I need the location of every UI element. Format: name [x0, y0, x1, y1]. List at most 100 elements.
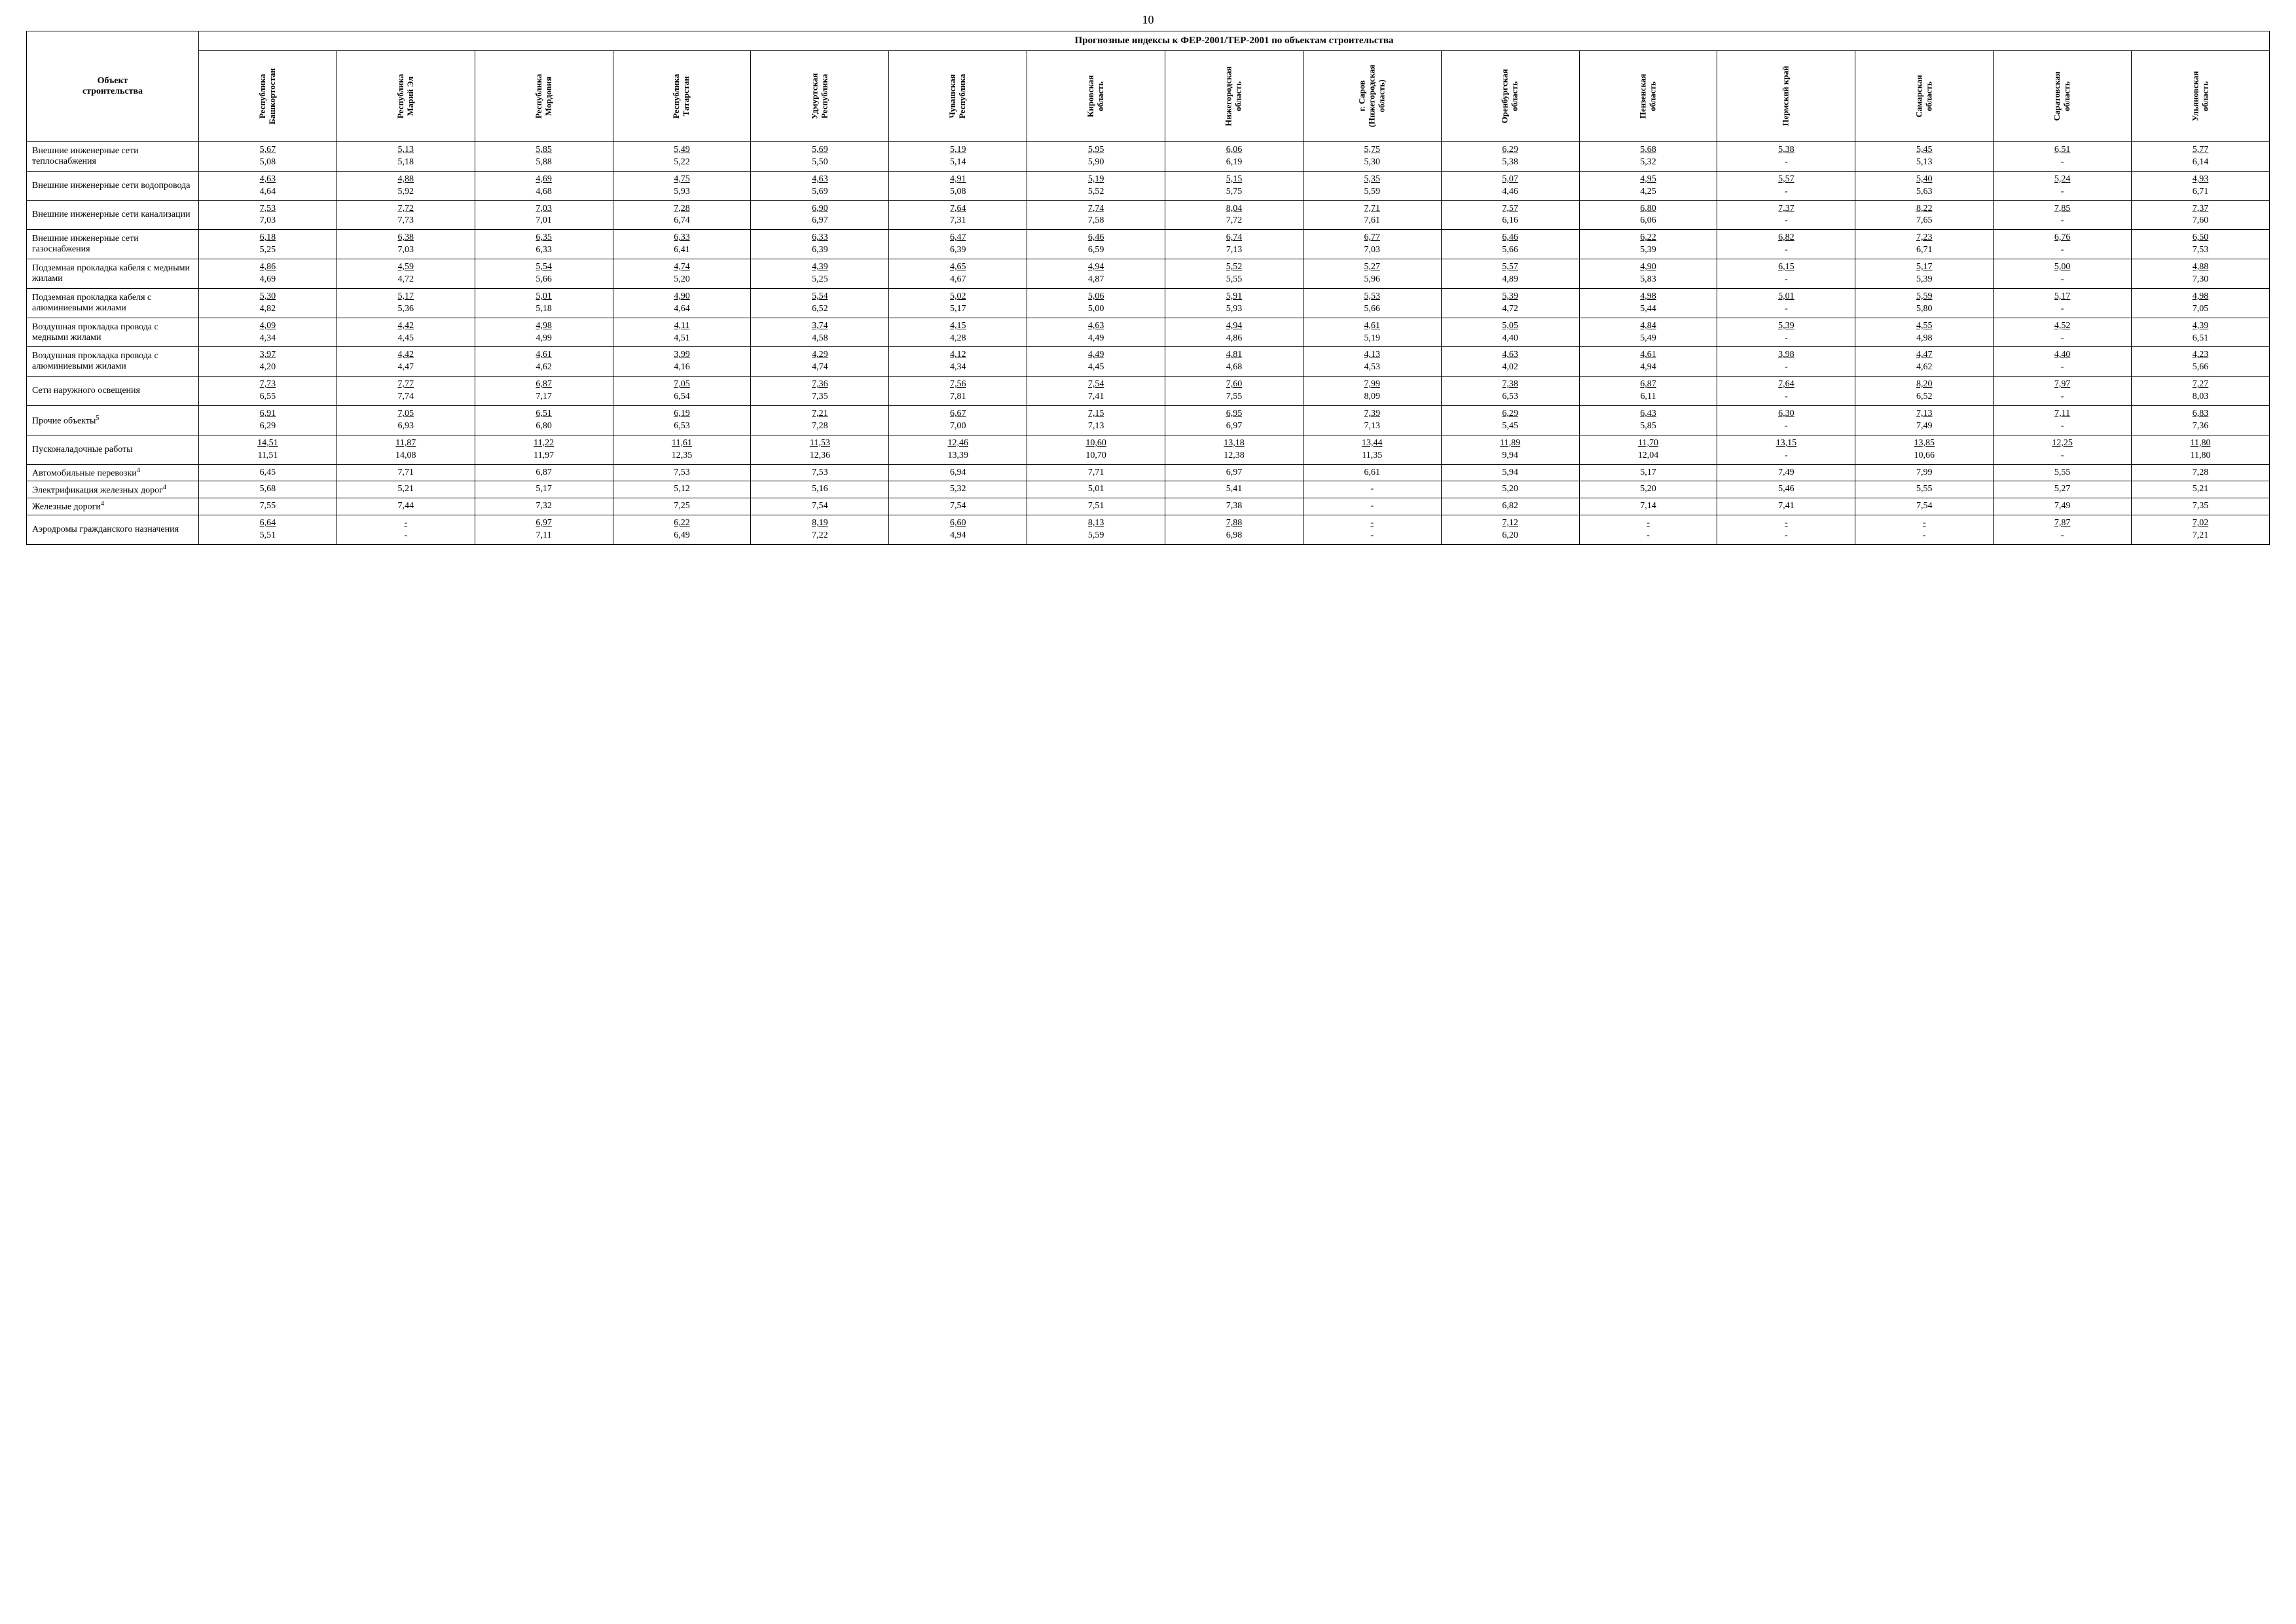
- value-cell: 4,396,51: [2132, 318, 2270, 347]
- value-cell: 4,52-: [1994, 318, 2132, 347]
- region-header-12: Самарскаяобласть: [1855, 51, 1994, 142]
- value-cell: 7,49: [1717, 464, 1855, 481]
- value-cell: 5,94: [1441, 464, 1579, 481]
- table-row: Подземная прокладка кабеля с медными жил…: [27, 259, 2270, 289]
- value-cell: 7,647,31: [889, 200, 1027, 230]
- value-cell: 5,46: [1717, 481, 1855, 498]
- value-cell: 5,17-: [1994, 288, 2132, 318]
- value-cell: 13,1812,38: [1165, 435, 1303, 464]
- value-cell: 7,747,58: [1027, 200, 1165, 230]
- table-row: Подземная прокладка кабеля с алюминиевым…: [27, 288, 2270, 318]
- value-cell: 7,87-: [1994, 515, 2132, 545]
- value-cell: 5,695,50: [751, 142, 889, 172]
- value-cell: 6,837,36: [2132, 406, 2270, 435]
- value-cell: 7,547,41: [1027, 377, 1165, 406]
- value-cell: 7,998,09: [1303, 377, 1441, 406]
- table-row: Железные дороги47,557,447,327,257,547,54…: [27, 498, 2270, 515]
- value-cell: --: [1303, 515, 1441, 545]
- value-cell: 4,887,30: [2132, 259, 2270, 289]
- value-cell: 4,904,64: [613, 288, 751, 318]
- value-cell: 4,654,67: [889, 259, 1027, 289]
- row-label: Воздушная прокладка провода с медными жи…: [27, 318, 199, 347]
- row-label: Прочие объекты5: [27, 406, 199, 435]
- row-label: Железные дороги4: [27, 498, 199, 515]
- value-cell: 6,466,59: [1027, 230, 1165, 259]
- value-cell: 7,71: [1027, 464, 1165, 481]
- value-cell: 5,16: [751, 481, 889, 498]
- value-cell: 4,614,62: [475, 347, 613, 377]
- value-cell: 6,507,53: [2132, 230, 2270, 259]
- value-cell: 5,175,39: [1855, 259, 1994, 289]
- value-cell: 7,53: [613, 464, 751, 481]
- value-cell: 4,634,64: [199, 171, 337, 200]
- value-cell: 6,185,25: [199, 230, 337, 259]
- row-header-label: Объектстроительства: [27, 31, 199, 142]
- value-cell: 6,677,00: [889, 406, 1027, 435]
- row-label: Внешние инженерные сети теплоснабжения: [27, 142, 199, 172]
- value-cell: --: [337, 515, 475, 545]
- value-cell: 7,037,01: [475, 200, 613, 230]
- value-cell: --: [1855, 515, 1994, 545]
- value-cell: 5,38-: [1717, 142, 1855, 172]
- value-cell: 7,736,55: [199, 377, 337, 406]
- value-cell: 5,355,59: [1303, 171, 1441, 200]
- value-cell: 4,885,92: [337, 171, 475, 200]
- value-cell: 4,694,68: [475, 171, 613, 200]
- value-cell: 7,71: [337, 464, 475, 481]
- value-cell: 7,386,53: [1441, 377, 1579, 406]
- value-cell: 5,546,52: [751, 288, 889, 318]
- value-cell: 4,755,93: [613, 171, 751, 200]
- value-cell: 7,727,73: [337, 200, 475, 230]
- value-cell: 5,405,63: [1855, 171, 1994, 200]
- value-cell: 7,28: [2132, 464, 2270, 481]
- value-cell: 5,915,93: [1165, 288, 1303, 318]
- value-cell: 4,554,98: [1855, 318, 1994, 347]
- value-cell: 4,905,83: [1579, 259, 1717, 289]
- value-cell: 6,51-: [1994, 142, 2132, 172]
- table-row: Внешние инженерные сети канализации7,537…: [27, 200, 2270, 230]
- value-cell: 5,32: [889, 481, 1027, 498]
- value-cell: 5,525,55: [1165, 259, 1303, 289]
- value-cell: 7,99: [1855, 464, 1994, 481]
- table-row: Прочие объекты56,916,297,056,936,516,806…: [27, 406, 2270, 435]
- region-header-7: Нижегородскаяобласть: [1165, 51, 1303, 142]
- value-cell: 5,955,90: [1027, 142, 1165, 172]
- value-cell: 4,154,28: [889, 318, 1027, 347]
- region-header-13: Саратовскаяобласть: [1994, 51, 2132, 142]
- value-cell: 5,495,22: [613, 142, 751, 172]
- value-cell: 4,634,02: [1441, 347, 1579, 377]
- value-cell: 4,936,71: [2132, 171, 2270, 200]
- value-cell: 4,235,66: [2132, 347, 2270, 377]
- value-cell: 3,744,58: [751, 318, 889, 347]
- value-cell: 5,00-: [1994, 259, 2132, 289]
- value-cell: 5,545,66: [475, 259, 613, 289]
- value-cell: 7,567,81: [889, 377, 1027, 406]
- value-cell: 5,195,52: [1027, 171, 1165, 200]
- value-cell: 8,197,22: [751, 515, 889, 545]
- value-cell: 5,065,00: [1027, 288, 1165, 318]
- value-cell: --: [1579, 515, 1717, 545]
- table-row: Электрификация железных дорог45,685,215,…: [27, 481, 2270, 498]
- value-cell: -: [1303, 498, 1441, 515]
- value-cell: 7,85-: [1994, 200, 2132, 230]
- value-cell: 7,286,74: [613, 200, 751, 230]
- value-cell: 7,54: [751, 498, 889, 515]
- value-cell: 6,61: [1303, 464, 1441, 481]
- value-cell: 4,985,44: [1579, 288, 1717, 318]
- value-cell: 7,217,28: [751, 406, 889, 435]
- value-cell: 5,68: [199, 481, 337, 498]
- value-cell: 6,94: [889, 464, 1027, 481]
- row-label: Внешние инженерные сети газоснабжения: [27, 230, 199, 259]
- value-cell: 7,777,74: [337, 377, 475, 406]
- table-row: Внешние инженерные сети водопровода4,634…: [27, 171, 2270, 200]
- value-cell: 8,227,65: [1855, 200, 1994, 230]
- value-cell: 6,15-: [1717, 259, 1855, 289]
- value-cell: --: [1717, 515, 1855, 545]
- value-cell: 6,356,33: [475, 230, 613, 259]
- value-cell: 7,51: [1027, 498, 1165, 515]
- value-cell: 10,6010,70: [1027, 435, 1165, 464]
- main-header: Прогнозные индексы к ФЕР-2001/ТЕР-2001 п…: [199, 31, 2270, 51]
- value-cell: 8,206,52: [1855, 377, 1994, 406]
- row-label: Внешние инженерные сети водопровода: [27, 171, 199, 200]
- value-cell: 7,236,71: [1855, 230, 1994, 259]
